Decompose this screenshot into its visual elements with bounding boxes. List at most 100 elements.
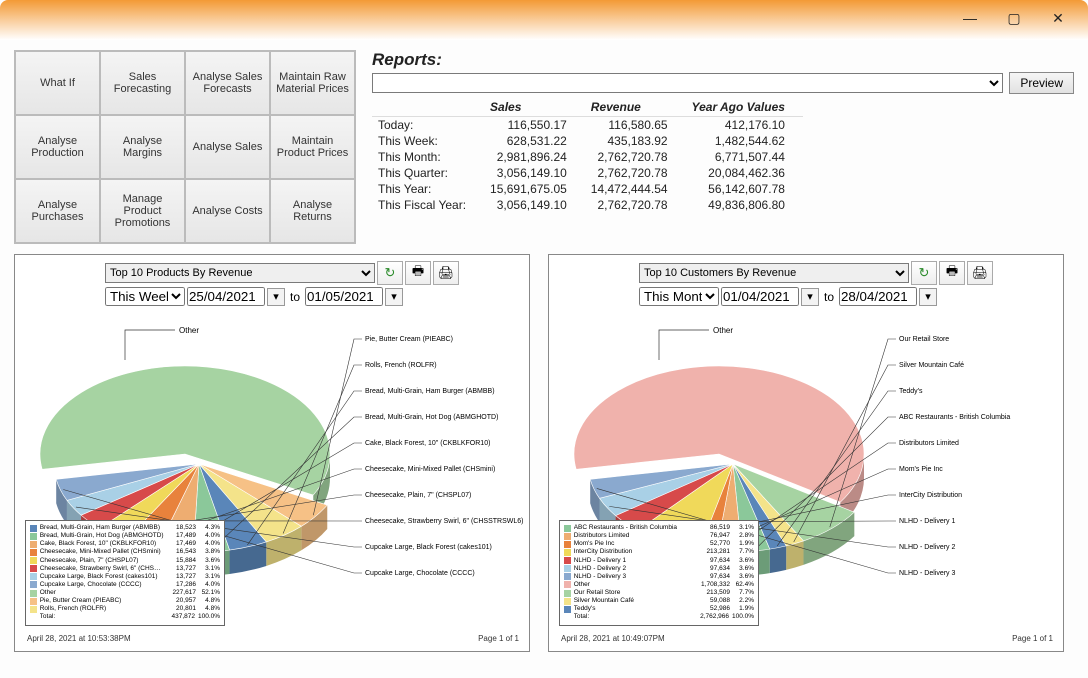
print-all-icon[interactable]: 🖨 xyxy=(967,261,993,285)
svg-text:Our Retail Store: Our Retail Store xyxy=(899,336,949,343)
chart-to-label: to xyxy=(287,290,303,304)
legend-row: Distributors Limited 76,947 2.8% xyxy=(564,532,754,540)
nav-maintain-product-prices[interactable]: Maintain Product Prices xyxy=(270,115,355,179)
print-icon[interactable]: 🖶 xyxy=(405,261,431,285)
nav-analyse-returns[interactable]: Analyse Returns xyxy=(270,179,355,243)
date-from-picker[interactable]: ▾ xyxy=(801,288,819,306)
reports-dropdown[interactable] xyxy=(372,73,1003,93)
nav-analyse-margins[interactable]: Analyse Margins xyxy=(100,115,185,179)
title-bar: — ▢ ✕ xyxy=(0,0,1088,40)
legend-row: Our Retail Store 213,509 7.7% xyxy=(564,589,754,597)
stats-revenue: 2,762,720.78 xyxy=(585,197,686,213)
svg-text:NLHD - Delivery 1: NLHD - Delivery 1 xyxy=(899,518,956,525)
legend-row: Other 227,617 52.1% xyxy=(30,589,220,597)
chart-title-select[interactable]: Top 10 Products By Revenue xyxy=(105,263,375,283)
svg-text:Rolls, French (ROLFR): Rolls, French (ROLFR) xyxy=(365,362,437,369)
svg-text:Teddy's: Teddy's xyxy=(899,388,923,395)
print-all-icon[interactable]: 🖨 xyxy=(433,261,459,285)
stats-header: Sales xyxy=(484,98,585,117)
reports-label: Reports: xyxy=(372,50,1074,70)
stats-revenue: 116,580.65 xyxy=(585,117,686,134)
svg-text:ABC Restaurants - British Colu: ABC Restaurants - British Columbia xyxy=(899,414,1010,421)
stats-row-label: This Year: xyxy=(372,181,484,197)
preview-button[interactable]: Preview xyxy=(1009,72,1074,94)
nav-analyse-purchases[interactable]: Analyse Purchases xyxy=(15,179,100,243)
chart-panel-customers: Top 10 Customers By Revenue ↻ 🖶 🖨 This M… xyxy=(548,254,1064,652)
date-from-picker[interactable]: ▾ xyxy=(267,288,285,306)
svg-text:Cheesecake, Plain, 7" (CHSPL07: Cheesecake, Plain, 7" (CHSPL07) xyxy=(365,492,471,499)
stats-row: This Quarter: 3,056,149.10 2,762,720.78 … xyxy=(372,165,803,181)
svg-text:Other: Other xyxy=(713,326,733,335)
legend-row: Cupcake Large, Chocolate (CCCC) 17,286 4… xyxy=(30,581,220,589)
stats-row-label: This Week: xyxy=(372,133,484,149)
legend-row: NLHD - Delivery 2 97,634 3.6% xyxy=(564,565,754,573)
chart-body: Other Our Retail Store Silver Mountain Caf… xyxy=(549,310,1063,632)
svg-text:Cheesecake, Strawberry Swirl,: Cheesecake, Strawberry Swirl, 6" (CHSSTR… xyxy=(365,518,523,525)
stats-sales: 2,981,896.24 xyxy=(484,149,585,165)
nav-manage-product-promotions[interactable]: Manage Product Promotions xyxy=(100,179,185,243)
stats-yago: 56,142,607.78 xyxy=(686,181,803,197)
refresh-icon[interactable]: ↻ xyxy=(911,261,937,285)
refresh-icon[interactable]: ↻ xyxy=(377,261,403,285)
stats-row-label: This Month: xyxy=(372,149,484,165)
stats-yago: 49,836,806.80 xyxy=(686,197,803,213)
svg-text:Distributors Limited: Distributors Limited xyxy=(899,440,959,447)
charts-row: Top 10 Products By Revenue ↻ 🖶 🖨 This We… xyxy=(0,244,1088,662)
legend-row: NLHD - Delivery 3 97,634 3.6% xyxy=(564,573,754,581)
svg-text:Cupcake Large, Chocolate (CCCC: Cupcake Large, Chocolate (CCCC) xyxy=(365,570,475,577)
stats-row: This Week: 628,531.22 435,183.92 1,482,5… xyxy=(372,133,803,149)
legend-row: Cheesecake, Strawberry Swirl, 6" (CHSSTR… xyxy=(30,565,220,573)
chart-title-select[interactable]: Top 10 Customers By Revenue xyxy=(639,263,909,283)
chart-panel-products: Top 10 Products By Revenue ↻ 🖶 🖨 This We… xyxy=(14,254,530,652)
stats-sales: 116,550.17 xyxy=(484,117,585,134)
svg-text:Bread, Multi-Grain, Hot Dog (A: Bread, Multi-Grain, Hot Dog (ABMGHOTD) xyxy=(365,414,498,421)
stats-yago: 20,084,462.36 xyxy=(686,165,803,181)
stats-header: Year Ago Values xyxy=(686,98,803,117)
maximize-button[interactable]: ▢ xyxy=(992,4,1036,32)
nav-what-if[interactable]: What If xyxy=(15,51,100,115)
svg-text:Bread, Multi-Grain, Ham Burger: Bread, Multi-Grain, Ham Burger (ABMBB) xyxy=(365,388,495,395)
svg-text:Other: Other xyxy=(179,326,199,335)
date-to-picker[interactable]: ▾ xyxy=(919,288,937,306)
top-area: What IfSales ForecastingAnalyse Sales Fo… xyxy=(0,40,1088,244)
date-to-picker[interactable]: ▾ xyxy=(385,288,403,306)
legend-row: Cheesecake, Plain, 7" (CHSPL07) 15,884 3… xyxy=(30,557,220,565)
stats-sales: 15,691,675.05 xyxy=(484,181,585,197)
stats-table: SalesRevenueYear Ago Values Today: 116,5… xyxy=(372,98,803,213)
stats-yago: 412,176.10 xyxy=(686,117,803,134)
stats-row: This Year: 15,691,675.05 14,472,444.54 5… xyxy=(372,181,803,197)
stats-sales: 628,531.22 xyxy=(484,133,585,149)
chart-legend: Bread, Multi-Grain, Ham Burger (ABMBB) 1… xyxy=(25,520,225,626)
stats-row-label: This Fiscal Year: xyxy=(372,197,484,213)
legend-row: Total: 2,762,966 100.0% xyxy=(564,613,754,621)
legend-row: Cupcake Large, Black Forest (cakes101) 1… xyxy=(30,573,220,581)
stats-row: Today: 116,550.17 116,580.65 412,176.10 xyxy=(372,117,803,134)
chart-body: Other Pie, Butter Cream (PIEABC) Rolls, Fr… xyxy=(15,310,529,632)
reports-panel: Reports: Preview SalesRevenueYear Ago Va… xyxy=(360,50,1074,244)
nav-sales-forecasting[interactable]: Sales Forecasting xyxy=(100,51,185,115)
close-button[interactable]: ✕ xyxy=(1036,4,1080,32)
legend-row: Bread, Multi-Grain, Hot Dog (ABMGHOTD) 1… xyxy=(30,532,220,540)
legend-row: NLHD - Delivery 1 97,634 3.6% xyxy=(564,557,754,565)
svg-text:NLHD - Delivery 3: NLHD - Delivery 3 xyxy=(899,570,956,577)
nav-analyse-sales-forecasts[interactable]: Analyse Sales Forecasts xyxy=(185,51,270,115)
nav-analyse-sales[interactable]: Analyse Sales xyxy=(185,115,270,179)
minimize-button[interactable]: — xyxy=(948,4,992,32)
svg-text:Cupcake Large, Black Forest (c: Cupcake Large, Black Forest (cakes101) xyxy=(365,544,492,551)
print-icon[interactable]: 🖶 xyxy=(939,261,965,285)
legend-row: Silver Mountain Café 59,088 2.2% xyxy=(564,597,754,605)
svg-text:Cake, Black Forest, 10" (CKBLK: Cake, Black Forest, 10" (CKBLKFOR10) xyxy=(365,440,490,447)
stats-row: This Fiscal Year: 3,056,149.10 2,762,720… xyxy=(372,197,803,213)
nav-maintain-raw-material-prices[interactable]: Maintain Raw Material Prices xyxy=(270,51,355,115)
svg-text:Pie, Butter Cream (PIEABC): Pie, Butter Cream (PIEABC) xyxy=(365,336,453,343)
legend-row: Rolls, French (ROLFR) 20,801 4.8% xyxy=(30,605,220,613)
stats-header: Revenue xyxy=(585,98,686,117)
svg-text:InterCity Distribution: InterCity Distribution xyxy=(899,492,962,499)
nav-analyse-costs[interactable]: Analyse Costs xyxy=(185,179,270,243)
stats-revenue: 2,762,720.78 xyxy=(585,149,686,165)
nav-analyse-production[interactable]: Analyse Production xyxy=(15,115,100,179)
chart-legend: ABC Restaurants - British Columbia 86,51… xyxy=(559,520,759,626)
stats-row-label: This Quarter: xyxy=(372,165,484,181)
stats-sales: 3,056,149.10 xyxy=(484,197,585,213)
svg-text:Cheesecake, Mini-Mixed Pallet: Cheesecake, Mini-Mixed Pallet (CHSmini) xyxy=(365,466,495,473)
